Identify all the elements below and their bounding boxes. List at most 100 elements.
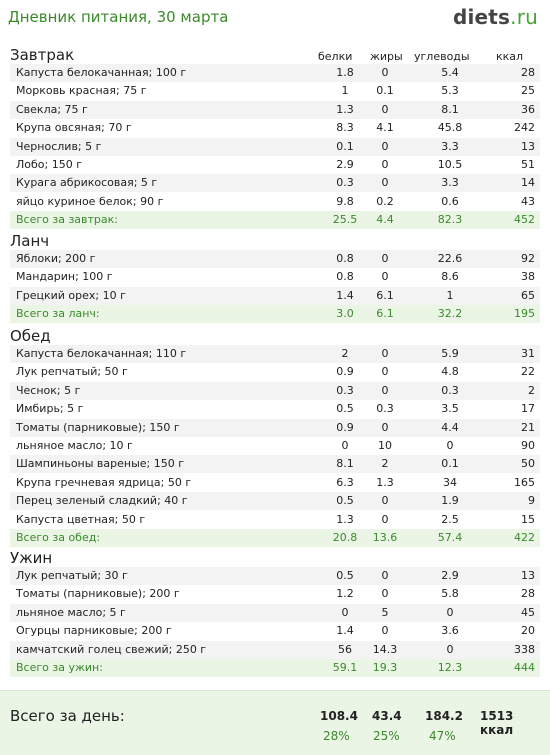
food-kcal: 50 [521,457,535,471]
food-fat: 0 [381,587,389,601]
food-protein: 6.3 [336,475,354,489]
food-carbs: 0.6 [441,194,459,208]
food-row[interactable]: Чеснок; 5 г 0.3 0 0.3 2 [10,381,540,400]
food-row[interactable]: Курага абрикосовая; 5 г 0.3 0 3.3 14 [10,174,540,193]
food-row[interactable]: камчатский голец свежий; 250 г 56 14.3 0 338 [10,640,540,659]
food-protein: 1.4 [336,624,354,638]
food-protein: 0.8 [336,270,354,284]
food-carbs: 34 [443,475,457,489]
food-fat: 0.3 [376,402,394,416]
food-row[interactable]: Лобо; 150 г 2.9 0 10.5 51 [10,156,540,174]
page-title: Дневник питания, 30 марта [8,8,229,26]
food-fat: 0 [381,420,389,434]
food-name: Свекла; 75 г [16,102,88,116]
food-protein: 1.3 [336,102,354,116]
total-fat: 6.1 [376,307,394,321]
total-kcal: 195 [514,307,535,321]
food-row[interactable]: Чернослив; 5 г 0.1 0 3.3 13 [10,137,540,156]
food-row[interactable]: Капуста белокачанная; 100 г 1.8 0 5.4 28 [10,64,540,82]
food-name: Грецкий орех; 10 г [16,288,126,302]
food-name: Чернослив; 5 г [16,139,102,153]
food-kcal: 25 [521,84,535,98]
food-protein: 0.5 [336,569,354,582]
food-fat: 0 [381,252,389,265]
food-carbs: 5.8 [441,587,459,601]
food-row[interactable]: яйцо куриное белок; 90 г 9.8 0.2 0.6 43 [10,193,540,211]
food-row[interactable]: Капуста белокачанная; 110 г 2 0 5.9 31 [10,345,540,363]
food-kcal: 28 [521,587,535,601]
meal-title: Ужин [10,549,53,567]
site-logo[interactable]: diets.ru [453,5,538,29]
food-carbs: 5.9 [441,347,459,360]
food-protein: 0 [341,439,349,452]
food-carbs: 3.3 [441,139,459,153]
food-name: Яблоки; 200 г [16,252,96,265]
food-row[interactable]: Крупа овсяная; 70 г 8.3 4.1 45.8 242 [10,119,540,137]
food-kcal: 21 [521,420,535,434]
food-carbs: 3.5 [441,402,459,416]
day-fat-percent: 25% [373,729,400,743]
food-protein: 0.3 [336,383,354,397]
food-row[interactable]: Свекла; 75 г 1.3 0 8.1 36 [10,100,540,119]
food-protein: 0.9 [336,365,354,379]
food-row[interactable]: Морковь красная; 75 г 1 0.1 5.3 25 [10,82,540,100]
food-row[interactable]: льняное масло; 10 г 0 10 0 90 [10,437,540,455]
day-total-kcal: 1513 ккал [480,709,514,737]
food-carbs: 3.3 [441,176,459,190]
food-protein: 0.3 [336,176,354,190]
food-row[interactable]: Томаты (парниковые); 150 г 0.9 0 4.4 21 [10,418,540,437]
day-total-fat: 43.4 [372,709,402,723]
food-row[interactable]: Перец зеленый сладкий; 40 г 0.5 0 1.9 9 [10,492,540,511]
food-protein: 0.8 [336,252,354,265]
food-name: Капуста белокачанная; 110 г [16,347,187,360]
food-row[interactable]: Крупа гречневая ядрица; 50 г 6.3 1.3 34 165 [10,474,540,492]
food-row[interactable]: Грецкий орех; 10 г 1.4 6.1 1 65 [10,286,540,305]
food-fat: 0 [381,158,389,171]
food-name: Крупа гречневая ядрица; 50 г [16,475,192,489]
food-protein: 1.4 [336,288,354,302]
logo-tld: .ru [510,5,538,29]
food-protein: 1.2 [336,587,354,601]
food-name: Томаты (парниковые); 150 г [16,420,180,434]
food-row[interactable]: Огурцы парниковые; 200 г 1.4 0 3.6 20 [10,622,540,640]
food-kcal: 51 [521,158,535,171]
food-fat: 14.3 [372,642,398,656]
food-row[interactable]: Капуста цветная; 50 г 1.3 0 2.5 15 [10,511,540,529]
food-row[interactable]: Шампиньоны вареные; 150 г 8.1 2 0.1 50 [10,455,540,474]
food-row[interactable]: Томаты (парниковые); 200 г 1.2 0 5.8 28 [10,585,540,603]
food-kcal: 2 [528,383,535,397]
total-carbs: 57.4 [437,531,463,544]
meal-total-label: Всего за обед: [16,531,101,544]
food-name: Капуста цветная; 50 г [16,512,146,526]
page-header: Дневник питания, 30 марта diets.ru [0,0,550,36]
column-header-carbs: углеводы [414,50,470,63]
food-kcal: 338 [514,642,535,656]
food-carbs: 0 [446,605,454,619]
food-fat: 0.1 [376,84,394,98]
food-kcal: 28 [521,66,535,79]
food-protein: 0.1 [336,139,354,153]
food-row[interactable]: Лук репчатый; 30 г 0.5 0 2.9 13 [10,567,540,585]
total-protein: 25.5 [332,213,358,227]
food-row[interactable]: Лук репчатый; 50 г 0.9 0 4.8 22 [10,363,540,381]
food-row[interactable]: Мандарин; 100 г 0.8 0 8.6 38 [10,268,540,286]
food-protein: 56 [338,642,352,656]
food-fat: 0 [381,494,389,508]
column-header-protein: белки [318,50,353,63]
food-fat: 5 [381,605,389,619]
meal-total-label: Всего за ланч: [16,307,100,321]
food-kcal: 20 [521,624,535,638]
food-row[interactable]: Имбирь; 5 г 0.5 0.3 3.5 17 [10,400,540,418]
food-kcal: 242 [514,121,535,135]
food-kcal: 45 [521,605,535,619]
food-row[interactable]: льняное масло; 5 г 0 5 0 45 [10,603,540,622]
food-kcal: 14 [521,176,535,190]
food-row[interactable]: Яблоки; 200 г 0.8 0 22.6 92 [10,250,540,268]
food-carbs: 22.6 [437,252,463,265]
food-carbs: 4.8 [441,365,459,379]
meal-total-row: Всего за завтрак: 25.5 4.4 82.3 452 [10,211,540,230]
food-protein: 1 [341,84,349,98]
food-name: Чеснок; 5 г [16,383,81,397]
food-carbs: 0.3 [441,383,459,397]
food-fat: 0 [381,270,389,284]
